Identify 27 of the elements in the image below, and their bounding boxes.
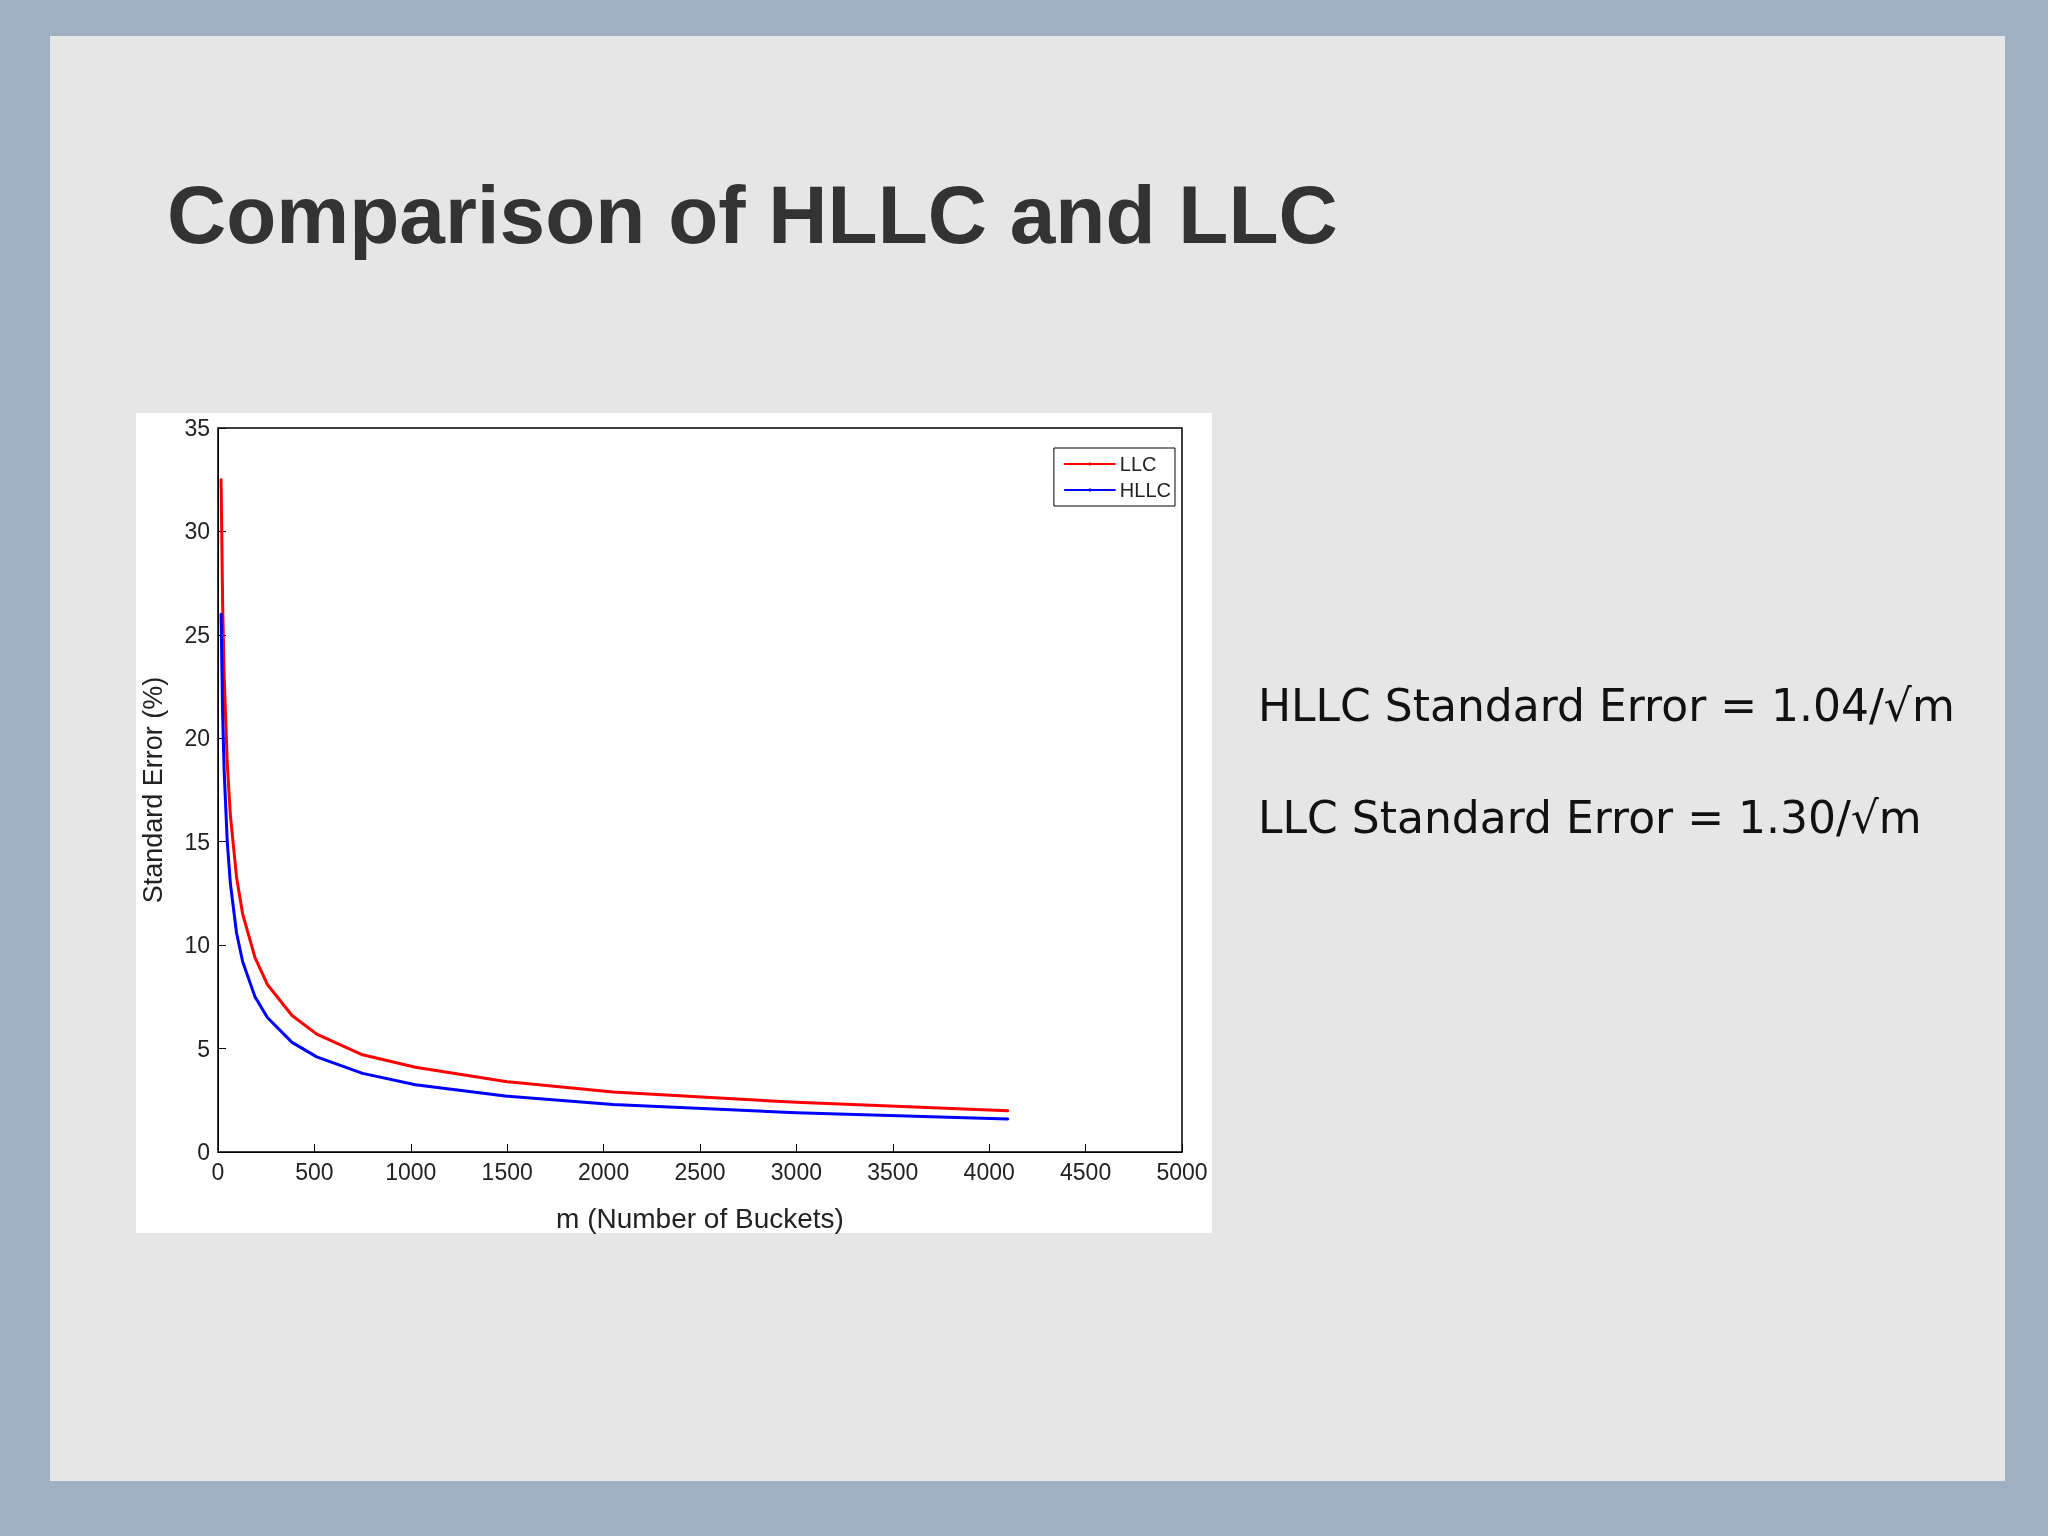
x-tick-label: 1500	[481, 1158, 533, 1185]
y-tick-label: 20	[184, 725, 210, 752]
line-series	[219, 612, 1010, 1121]
y-tick-label: 5	[197, 1035, 210, 1062]
text: LLC Standard Error = 1.30/√m	[1258, 792, 1922, 843]
y-tick-label: 0	[197, 1139, 210, 1165]
y-axis-title: Standard Error (%)	[137, 676, 168, 904]
y-tick-label: 30	[184, 518, 210, 545]
text: HLLC Standard Error = 1.04/√m	[1258, 680, 1955, 731]
x-tick-label: 2500	[674, 1158, 726, 1185]
x-tick-label: 3000	[770, 1158, 822, 1185]
x-tick-label: 1000	[385, 1158, 437, 1185]
y-tick-label: 10	[184, 932, 210, 959]
x-tick-label: 3500	[867, 1158, 919, 1185]
y-tick-label: 35	[184, 415, 210, 441]
x-tick-label: 4500	[1060, 1158, 1112, 1185]
x-tick-label: 2000	[578, 1158, 630, 1185]
chart-title: Comparison of HLLC and LLC	[167, 168, 1338, 260]
legend-label: LLC	[1119, 453, 1157, 475]
x-tick-label: 5000	[1156, 1158, 1208, 1185]
x-axis-title: m (Number of Buckets)	[556, 1202, 844, 1234]
line-series	[219, 478, 1010, 1113]
y-tick-label: 15	[184, 828, 210, 855]
x-tick-label: 500	[295, 1158, 334, 1185]
x-tick-label: 4000	[963, 1158, 1015, 1185]
y-tick-label: 25	[184, 621, 210, 648]
legend-label: HLLC	[1119, 479, 1172, 501]
